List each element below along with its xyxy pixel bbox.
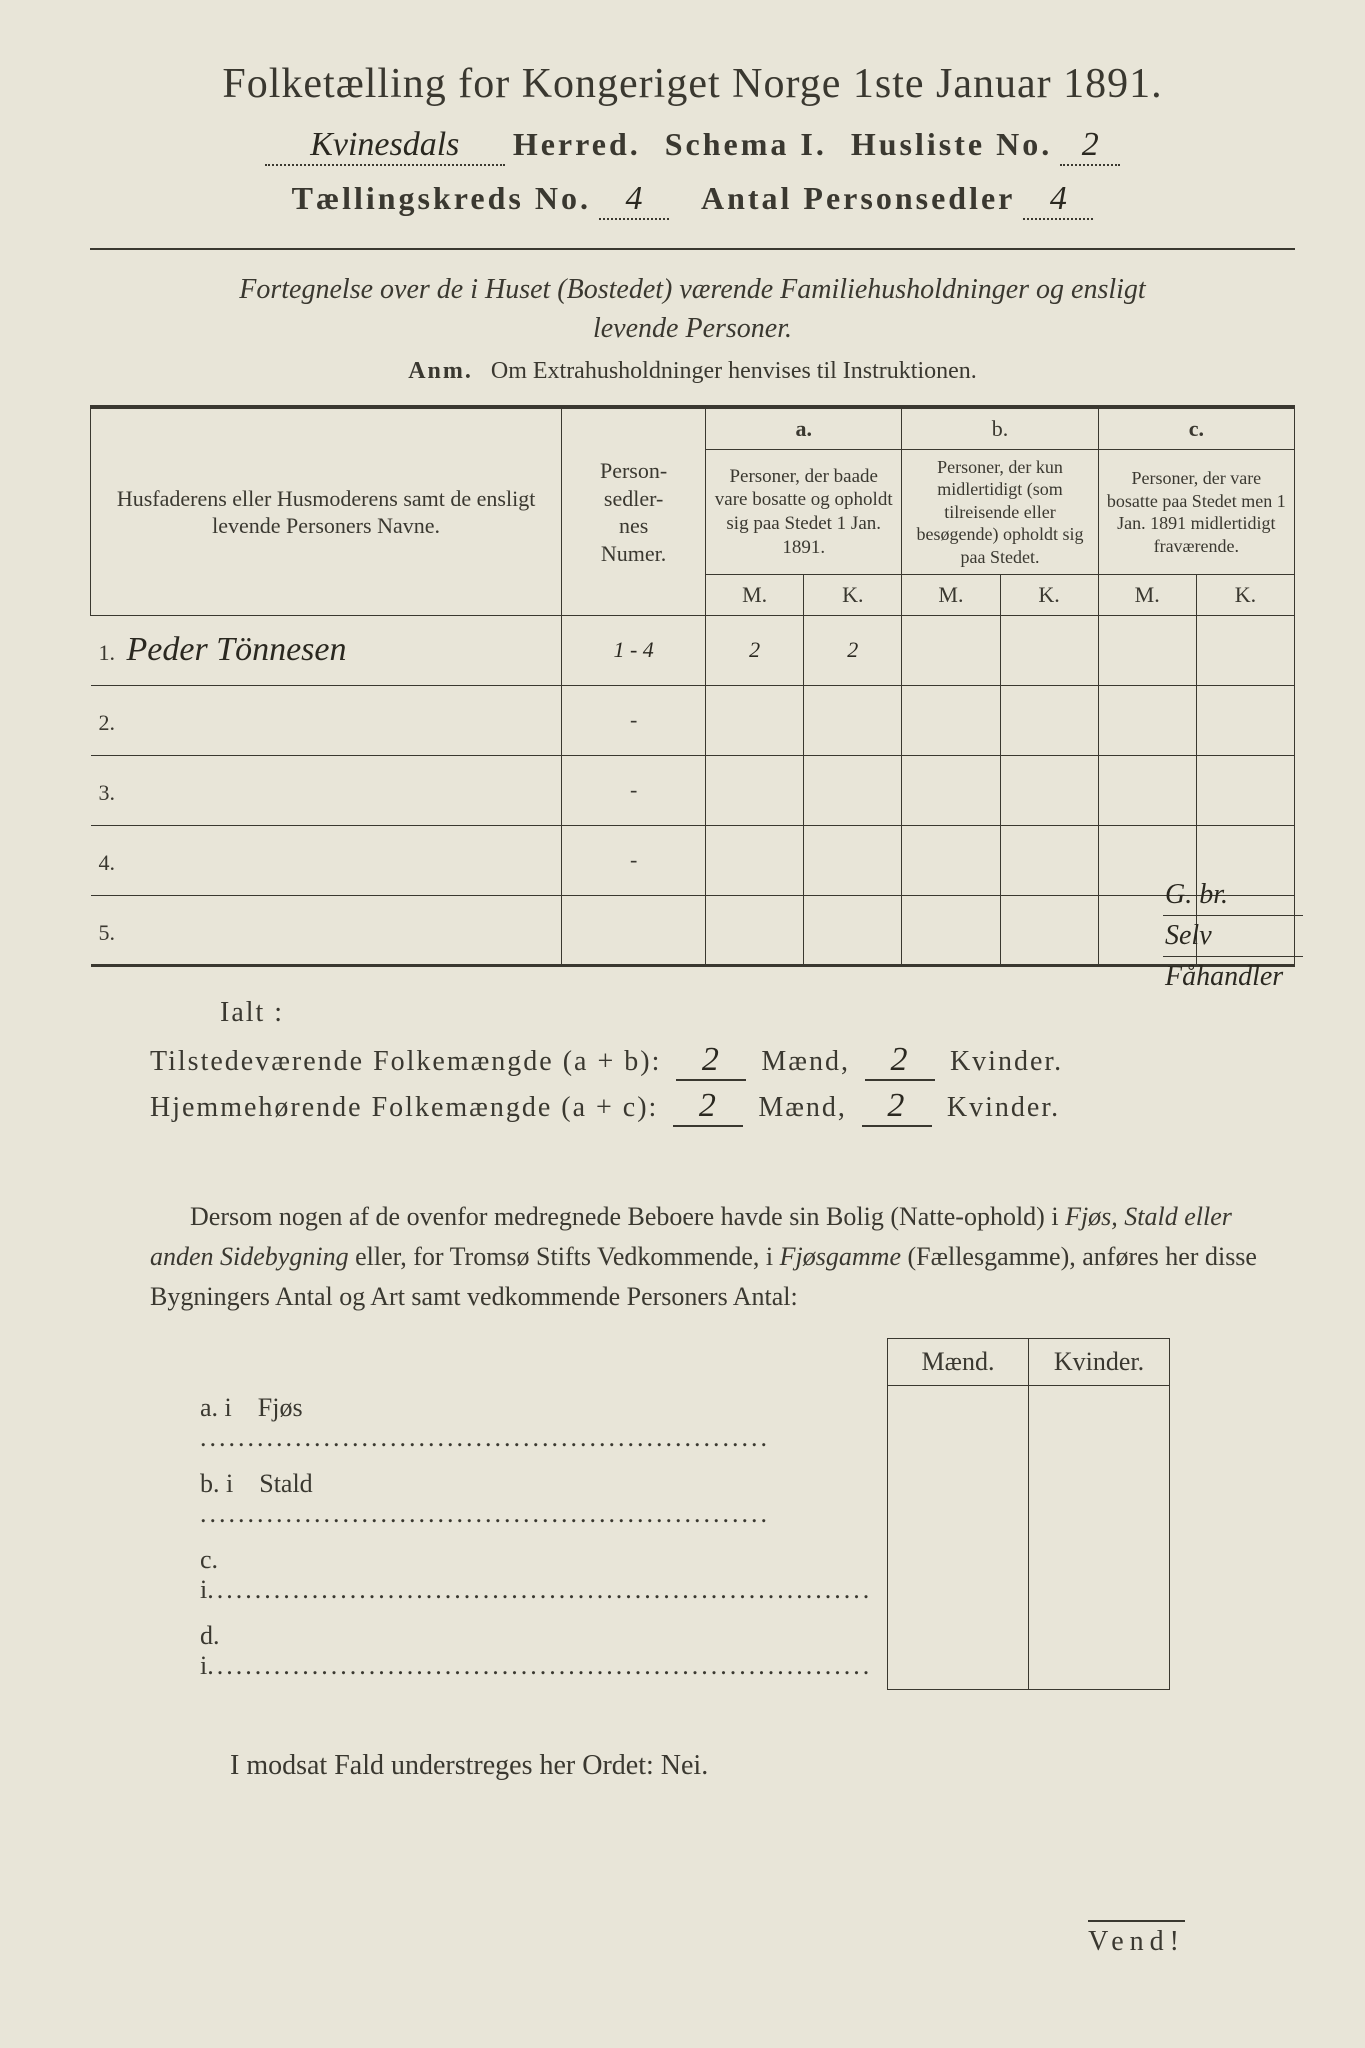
- header-line-2: Kvinesdals Herred. Schema I. Husliste No…: [90, 126, 1295, 166]
- col-a-m: M.: [706, 575, 804, 616]
- divider: [90, 248, 1295, 250]
- subtitle: Fortegnelse over de i Huset (Bostedet) v…: [90, 270, 1295, 348]
- ialt-label: Ialt :: [220, 997, 1295, 1029]
- group-a-text: Personer, der baade vare bosatte og opho…: [706, 449, 902, 575]
- table-row: 5.: [91, 895, 1295, 965]
- group-a-label: a.: [706, 407, 902, 449]
- col-number-header: Person- sedler- nes Numer.: [562, 407, 706, 615]
- side-building-table: Mænd. Kvinder. a. i Fjøs b. i Stald c. i…: [190, 1338, 1170, 1690]
- total-ab: Tilstedeværende Folkemængde (a + b): 2 M…: [150, 1041, 1295, 1081]
- side-row: c. i: [190, 1537, 1170, 1613]
- margin-annotations: G. br. Selv Fåhandler: [1163, 875, 1303, 997]
- total-ac: Hjemmehørende Folkemængde (a + c): 2 Mæn…: [150, 1087, 1295, 1127]
- header-line-3: Tællingskreds No. 4 Antal Personsedler 4: [90, 180, 1295, 220]
- group-b-label: b.: [902, 407, 1098, 449]
- table-row: 3. -: [91, 755, 1295, 825]
- husliste-label: Husliste No.: [851, 126, 1052, 162]
- table-row: 4. -: [91, 825, 1295, 895]
- side-row: d. i: [190, 1613, 1170, 1689]
- anm-note: Anm. Om Extrahusholdninger henvises til …: [90, 358, 1295, 385]
- side-col-k: Kvinder.: [1029, 1338, 1170, 1385]
- herred-label: Herred.: [513, 126, 641, 162]
- table-row: 1.Peder Tönnesen 1 - 4 2 2: [91, 615, 1295, 685]
- kreds-label: Tællingskreds No.: [292, 180, 591, 216]
- col-c-k: K.: [1196, 575, 1294, 616]
- side-building-paragraph: Dersom nogen af de ovenfor medregnede Be…: [150, 1197, 1295, 1318]
- group-b-text: Personer, der kun midlertidigt (som tilr…: [902, 449, 1098, 575]
- col-b-m: M.: [902, 575, 1000, 616]
- page-title: Folketælling for Kongeriget Norge 1ste J…: [90, 60, 1295, 108]
- herred-value: Kvinesdals: [265, 126, 505, 166]
- side-col-m: Mænd.: [888, 1338, 1029, 1385]
- census-table: Husfaderens eller Husmoderens samt de en…: [90, 405, 1295, 967]
- husliste-value: 2: [1060, 126, 1120, 166]
- antal-value: 4: [1023, 180, 1093, 220]
- kreds-value: 4: [599, 180, 669, 220]
- group-c-label: c.: [1098, 407, 1294, 449]
- modsat-line: I modsat Fald understreges her Ordet: Ne…: [230, 1750, 1295, 1782]
- col-a-k: K.: [804, 575, 902, 616]
- antal-label: Antal Personsedler: [701, 180, 1015, 216]
- table-row: 2. -: [91, 685, 1295, 755]
- col-b-k: K.: [1000, 575, 1098, 616]
- vend-label: Vend!: [1088, 1920, 1185, 1958]
- side-row: a. i Fjøs: [190, 1385, 1170, 1461]
- col-c-m: M.: [1098, 575, 1196, 616]
- group-c-text: Personer, der vare bosatte paa Stedet me…: [1098, 449, 1294, 575]
- schema-label: Schema I.: [665, 126, 827, 162]
- col-names-header: Husfaderens eller Husmoderens samt de en…: [91, 407, 562, 615]
- side-row: b. i Stald: [190, 1461, 1170, 1537]
